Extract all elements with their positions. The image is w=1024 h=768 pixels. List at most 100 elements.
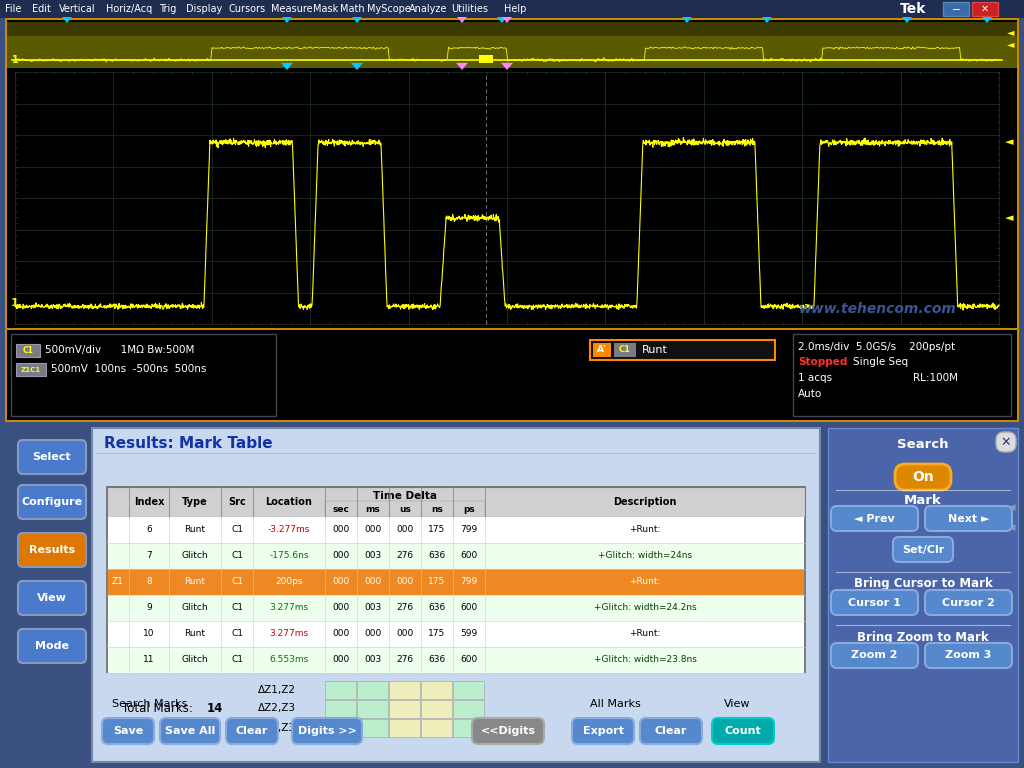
Text: RL:100M: RL:100M <box>913 373 958 383</box>
Text: Next ►: Next ► <box>948 514 989 524</box>
Bar <box>5 18 1019 330</box>
FancyBboxPatch shape <box>831 643 918 668</box>
Text: 000: 000 <box>396 630 414 638</box>
Text: Display: Display <box>185 4 222 14</box>
Text: ✕: ✕ <box>1000 435 1012 449</box>
Text: On: On <box>912 470 934 484</box>
Text: +Runt:: +Runt: <box>630 525 660 535</box>
Polygon shape <box>282 17 292 23</box>
FancyBboxPatch shape <box>925 590 1012 615</box>
Text: 600: 600 <box>461 656 477 664</box>
Text: Analyze: Analyze <box>409 4 447 14</box>
Bar <box>7 20 1017 328</box>
Bar <box>421 719 452 737</box>
Text: 1 acqs: 1 acqs <box>798 373 833 383</box>
Text: Math: Math <box>340 4 365 14</box>
Text: Type: Type <box>182 497 208 507</box>
Text: 799: 799 <box>461 578 477 587</box>
Text: Runt: Runt <box>184 578 206 587</box>
FancyBboxPatch shape <box>292 718 362 744</box>
Text: 000: 000 <box>365 630 382 638</box>
Bar <box>479 55 493 63</box>
Text: Runt: Runt <box>642 345 668 355</box>
Text: 000: 000 <box>365 525 382 535</box>
FancyBboxPatch shape <box>996 432 1016 452</box>
Text: +Glitch: width=23.8ns: +Glitch: width=23.8ns <box>594 656 696 664</box>
Text: Configure: Configure <box>22 497 83 507</box>
Bar <box>7 22 1017 68</box>
Bar <box>421 681 452 699</box>
Text: us: us <box>399 505 411 515</box>
Text: Single Seq: Single Seq <box>853 357 908 367</box>
Text: 175: 175 <box>428 525 445 535</box>
Bar <box>357 700 388 718</box>
Polygon shape <box>902 17 912 23</box>
Text: Bring Cursor to Mark: Bring Cursor to Mark <box>854 578 992 591</box>
Text: 276: 276 <box>396 656 414 664</box>
Text: Runt: Runt <box>184 630 206 638</box>
Bar <box>108 517 804 543</box>
Text: ΔZ1,Z2: ΔZ1,Z2 <box>258 684 296 694</box>
Text: Total Marks:: Total Marks: <box>122 702 193 715</box>
Text: 636: 636 <box>428 604 445 613</box>
Bar <box>7 330 1017 420</box>
Text: Glitch: Glitch <box>181 604 208 613</box>
Text: ns: ns <box>431 505 443 515</box>
Polygon shape <box>501 63 513 70</box>
Bar <box>590 340 775 360</box>
Text: 2.0ms/div  5.0GS/s    200ps/pt: 2.0ms/div 5.0GS/s 200ps/pt <box>798 342 955 352</box>
Bar <box>828 428 1018 762</box>
Polygon shape <box>502 17 512 23</box>
Text: 000: 000 <box>333 604 349 613</box>
Text: Edit: Edit <box>32 4 50 14</box>
Text: Clear: Clear <box>654 726 687 736</box>
FancyBboxPatch shape <box>18 629 86 663</box>
Text: Set/Clr: Set/Clr <box>902 545 944 554</box>
Bar <box>7 36 1017 68</box>
FancyBboxPatch shape <box>640 718 702 744</box>
Bar <box>5 328 1019 422</box>
Text: 3.277ms: 3.277ms <box>269 630 308 638</box>
FancyBboxPatch shape <box>18 581 86 615</box>
Text: File: File <box>5 4 22 14</box>
Text: ms: ms <box>366 505 380 515</box>
Text: 6.553ms: 6.553ms <box>269 656 308 664</box>
Text: -3.277ms: -3.277ms <box>268 525 310 535</box>
Text: Mode: Mode <box>35 641 69 651</box>
Text: C1: C1 <box>23 346 34 355</box>
Text: 14: 14 <box>207 702 223 715</box>
Text: +Glitch: width=24.2ns: +Glitch: width=24.2ns <box>594 604 696 613</box>
Text: <<Digits: <<Digits <box>480 726 536 736</box>
Text: Results: Results <box>29 545 75 555</box>
Text: 276: 276 <box>396 551 414 561</box>
Polygon shape <box>762 17 772 23</box>
Text: Tek: Tek <box>900 2 927 16</box>
Text: C1: C1 <box>618 346 631 355</box>
Text: Description: Description <box>613 497 677 507</box>
Text: Z1C1: Z1C1 <box>20 366 41 372</box>
Text: Help: Help <box>504 4 526 14</box>
Text: Search: Search <box>897 438 949 451</box>
Bar <box>943 2 969 16</box>
Text: Clear: Clear <box>236 726 268 736</box>
Bar <box>325 681 356 699</box>
FancyBboxPatch shape <box>831 590 918 615</box>
Polygon shape <box>456 63 468 70</box>
Text: 1: 1 <box>11 298 18 309</box>
Text: MyScope: MyScope <box>367 4 411 14</box>
Bar <box>614 343 636 357</box>
FancyBboxPatch shape <box>472 718 544 744</box>
Bar <box>16 344 40 357</box>
Text: 636: 636 <box>428 551 445 561</box>
Text: Count: Count <box>725 726 762 736</box>
Text: 600: 600 <box>461 551 477 561</box>
Bar <box>389 719 420 737</box>
Bar <box>453 719 484 737</box>
Text: Time Delta: Time Delta <box>373 491 437 501</box>
Text: www.tehencom.com: www.tehencom.com <box>799 302 957 316</box>
Text: C1: C1 <box>231 604 243 613</box>
Text: 500mV/div      1MΩ Bw:500M: 500mV/div 1MΩ Bw:500M <box>45 345 195 355</box>
Text: 000: 000 <box>396 525 414 535</box>
Bar <box>96 452 816 454</box>
Bar <box>357 719 388 737</box>
